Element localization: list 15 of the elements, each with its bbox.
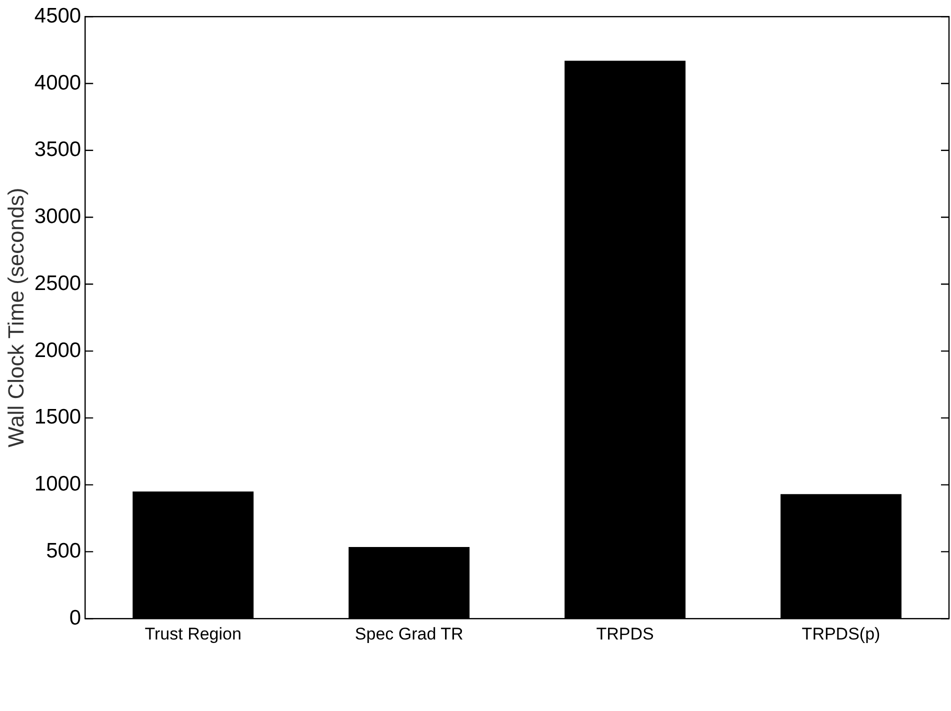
- x-tick-label: Trust Region: [144, 624, 242, 644]
- y-tick-label: 4000: [34, 71, 82, 94]
- y-tick-label: 2000: [34, 338, 82, 362]
- x-tick-label: TRPDS(p): [802, 624, 880, 644]
- y-tick-label: 1500: [34, 406, 82, 429]
- x-tick-label: Spec Grad TR: [354, 624, 464, 644]
- y-tick-label: 500: [46, 540, 82, 563]
- x-tick-label: TRPDS: [596, 624, 654, 644]
- y-axis-title: Wall Clock Time (seconds): [3, 188, 28, 448]
- y-tick-label: 1000: [34, 472, 82, 496]
- y-tick-label: 0: [69, 606, 82, 630]
- y-tick-label: 4500: [34, 4, 82, 28]
- y-tick-label: 3500: [34, 138, 82, 162]
- y-tick-label: 3000: [34, 205, 82, 228]
- y-tick-label: 2500: [34, 272, 82, 295]
